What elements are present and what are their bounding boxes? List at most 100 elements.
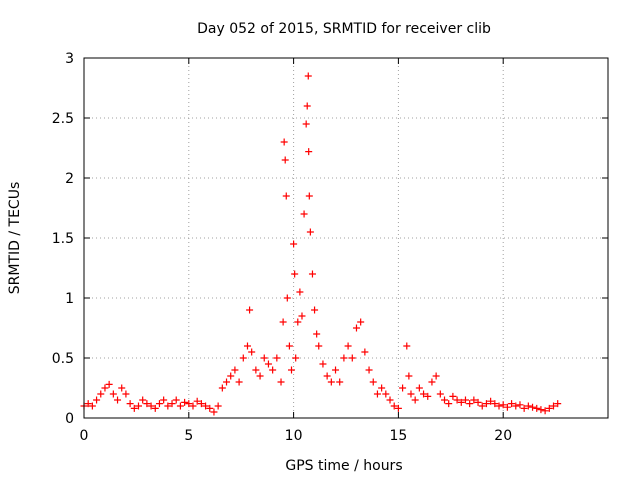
data-point: [300, 210, 308, 218]
data-point: [348, 354, 356, 362]
y-axis: 0 0.5 1 1.5 2 2.5 3: [52, 51, 608, 427]
data-point: [411, 396, 419, 404]
data-point: [344, 342, 352, 350]
data-point: [478, 402, 486, 410]
data-point: [151, 404, 159, 412]
data-point: [282, 192, 290, 200]
data-point: [482, 400, 490, 408]
data-point: [352, 324, 360, 332]
data-point: [126, 400, 134, 408]
data-point: [332, 366, 340, 374]
data-point: [466, 400, 474, 408]
data-point: [491, 400, 499, 408]
x-tick-label: 10: [285, 428, 303, 444]
data-point: [554, 400, 562, 408]
data-point: [246, 306, 254, 314]
data-point: [361, 348, 369, 356]
data-point: [537, 406, 545, 414]
data-point: [252, 366, 260, 374]
data-point: [160, 396, 168, 404]
data-point: [495, 402, 503, 410]
data-point: [118, 384, 126, 392]
data-point: [520, 404, 528, 412]
data-point: [172, 396, 180, 404]
data-point: [231, 366, 239, 374]
chart-title: Day 052 of 2015, SRMTID for receiver cli…: [197, 21, 491, 37]
data-point: [281, 156, 289, 164]
data-point: [101, 384, 109, 392]
data-point: [336, 378, 344, 386]
data-point: [541, 407, 549, 415]
data-point: [470, 396, 478, 404]
data-point: [189, 402, 197, 410]
data-point: [218, 384, 226, 392]
data-point: [256, 372, 264, 380]
data-point: [109, 390, 117, 398]
data-point: [197, 400, 205, 408]
data-point: [357, 318, 365, 326]
data-point: [298, 312, 306, 320]
x-tick-label: 15: [389, 428, 407, 444]
data-point: [445, 400, 453, 408]
data-point: [168, 400, 176, 408]
data-point: [283, 294, 291, 302]
data-point: [415, 384, 423, 392]
data-point: [122, 390, 130, 398]
data-point: [243, 342, 251, 350]
x-axis: 0 5 10 15 20: [80, 58, 512, 444]
data-point: [432, 372, 440, 380]
data-point: [524, 402, 532, 410]
data-point: [290, 240, 298, 248]
data-point: [97, 390, 105, 398]
data-point: [214, 402, 222, 410]
data-points: [80, 72, 562, 416]
data-point: [424, 392, 432, 400]
data-point: [176, 402, 184, 410]
data-point: [260, 354, 268, 362]
data-point: [130, 404, 138, 412]
y-tick-label: 0.5: [52, 351, 74, 367]
data-point: [273, 354, 281, 362]
data-point: [269, 366, 277, 374]
data-point: [206, 404, 214, 412]
data-point: [248, 348, 256, 356]
data-point: [288, 366, 296, 374]
data-point: [296, 288, 304, 296]
data-point: [545, 404, 553, 412]
data-point: [365, 366, 373, 374]
data-point: [84, 400, 92, 408]
data-point: [457, 398, 465, 406]
data-point: [294, 318, 302, 326]
y-tick-label: 2.5: [52, 111, 74, 127]
y-tick-label: 2: [65, 171, 74, 187]
data-point: [311, 306, 319, 314]
data-point: [407, 390, 415, 398]
data-point: [93, 396, 101, 404]
data-point: [373, 390, 381, 398]
x-tick-label: 0: [80, 428, 89, 444]
data-point: [235, 378, 243, 386]
data-point: [285, 342, 293, 350]
data-point: [88, 402, 96, 410]
data-point: [210, 408, 218, 416]
data-point: [436, 390, 444, 398]
y-tick-label: 1: [65, 291, 74, 307]
data-point: [143, 400, 151, 408]
data-point: [305, 192, 313, 200]
data-point: [405, 372, 413, 380]
data-point: [313, 330, 321, 338]
data-point: [516, 401, 524, 409]
data-point: [306, 228, 314, 236]
data-point: [239, 354, 247, 362]
data-point: [420, 390, 428, 398]
data-point: [508, 400, 516, 408]
data-point: [114, 396, 122, 404]
data-point: [280, 138, 288, 146]
data-point: [279, 318, 287, 326]
data-point: [382, 390, 390, 398]
data-point: [315, 342, 323, 350]
data-point: [512, 402, 520, 410]
data-point: [164, 402, 172, 410]
data-point: [449, 392, 457, 400]
